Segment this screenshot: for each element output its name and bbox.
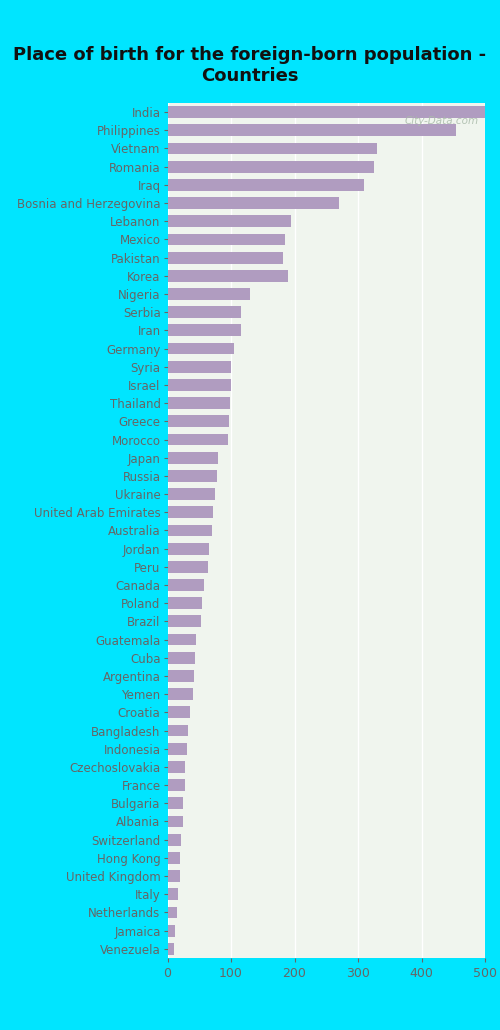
Bar bbox=[168, 942, 174, 955]
Bar bbox=[168, 197, 339, 209]
Bar bbox=[168, 415, 229, 427]
Bar bbox=[168, 543, 209, 554]
Bar bbox=[168, 833, 181, 846]
Bar bbox=[168, 125, 457, 136]
Bar bbox=[168, 215, 292, 228]
Bar bbox=[168, 633, 196, 646]
Bar bbox=[168, 616, 201, 627]
Bar bbox=[168, 524, 212, 537]
Bar bbox=[168, 106, 485, 118]
Bar bbox=[168, 816, 182, 827]
Bar bbox=[168, 797, 184, 810]
Bar bbox=[168, 852, 180, 864]
Bar bbox=[168, 906, 177, 919]
Bar bbox=[168, 179, 364, 191]
Bar bbox=[168, 360, 231, 373]
Bar bbox=[168, 270, 288, 282]
Bar bbox=[168, 234, 285, 245]
Text: Place of birth for the foreign-born population -
Countries: Place of birth for the foreign-born popu… bbox=[14, 46, 486, 85]
Bar bbox=[168, 561, 207, 573]
Bar bbox=[168, 688, 193, 700]
Bar bbox=[168, 597, 202, 609]
Bar bbox=[168, 888, 178, 900]
Bar bbox=[168, 324, 240, 336]
Bar bbox=[168, 725, 188, 736]
Bar bbox=[168, 925, 175, 936]
Bar bbox=[168, 161, 374, 173]
Bar bbox=[168, 671, 194, 682]
Bar bbox=[168, 579, 204, 591]
Bar bbox=[168, 761, 186, 772]
Bar bbox=[168, 343, 234, 354]
Bar bbox=[168, 652, 195, 663]
Bar bbox=[168, 779, 184, 791]
Bar bbox=[168, 306, 240, 318]
Bar bbox=[168, 870, 179, 882]
Bar bbox=[168, 142, 377, 154]
Bar bbox=[168, 507, 213, 518]
Bar bbox=[168, 743, 186, 755]
Bar bbox=[168, 288, 250, 300]
Bar bbox=[168, 488, 215, 500]
Bar bbox=[168, 398, 230, 409]
Bar bbox=[168, 707, 190, 718]
Text: City-Data.com: City-Data.com bbox=[404, 115, 478, 126]
Bar bbox=[168, 434, 228, 445]
Bar bbox=[168, 452, 218, 464]
Bar bbox=[168, 470, 217, 482]
Bar bbox=[168, 379, 231, 390]
Bar bbox=[168, 251, 283, 264]
